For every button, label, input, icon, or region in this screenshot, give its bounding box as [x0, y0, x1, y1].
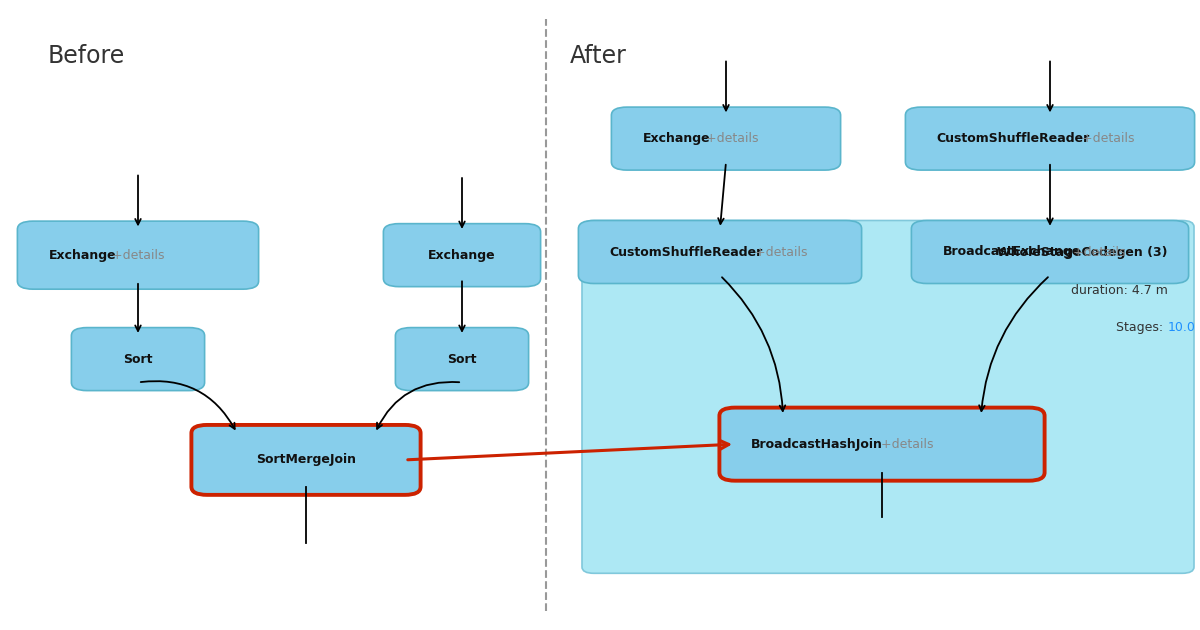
FancyBboxPatch shape: [396, 328, 529, 391]
FancyBboxPatch shape: [720, 408, 1045, 481]
Text: CustomShuffleReader: CustomShuffleReader: [936, 132, 1090, 145]
Text: +details: +details: [751, 246, 808, 258]
Text: +details: +details: [702, 132, 758, 145]
Text: CustomShuffleReader: CustomShuffleReader: [610, 246, 763, 258]
Text: +details: +details: [1078, 132, 1134, 145]
Text: WholeStageCodegen (3): WholeStageCodegen (3): [997, 246, 1168, 259]
Text: 10.0: 10.0: [1168, 321, 1195, 335]
FancyBboxPatch shape: [18, 221, 259, 289]
FancyBboxPatch shape: [578, 220, 862, 284]
Text: Before: Before: [48, 44, 125, 68]
FancyBboxPatch shape: [612, 107, 840, 170]
FancyBboxPatch shape: [582, 220, 1194, 573]
Text: After: After: [570, 44, 626, 68]
Text: SortMergeJoin: SortMergeJoin: [256, 454, 356, 466]
Text: BroadcastHashJoin: BroadcastHashJoin: [751, 438, 882, 450]
Text: +details: +details: [1069, 246, 1126, 258]
FancyBboxPatch shape: [72, 328, 205, 391]
Text: +details: +details: [108, 249, 164, 261]
FancyBboxPatch shape: [906, 107, 1194, 170]
FancyBboxPatch shape: [384, 224, 541, 287]
Text: Stages:: Stages:: [1116, 321, 1168, 335]
Text: Exchange: Exchange: [49, 249, 116, 261]
Text: Sort: Sort: [448, 353, 476, 365]
Text: duration: 4.7 m: duration: 4.7 m: [1070, 284, 1168, 297]
Text: BroadcastExchange: BroadcastExchange: [943, 246, 1081, 258]
FancyBboxPatch shape: [192, 425, 420, 495]
Text: Exchange: Exchange: [643, 132, 710, 145]
Text: Sort: Sort: [124, 353, 152, 365]
Text: +details: +details: [877, 438, 934, 450]
Text: Exchange: Exchange: [428, 249, 496, 261]
FancyBboxPatch shape: [912, 220, 1188, 284]
